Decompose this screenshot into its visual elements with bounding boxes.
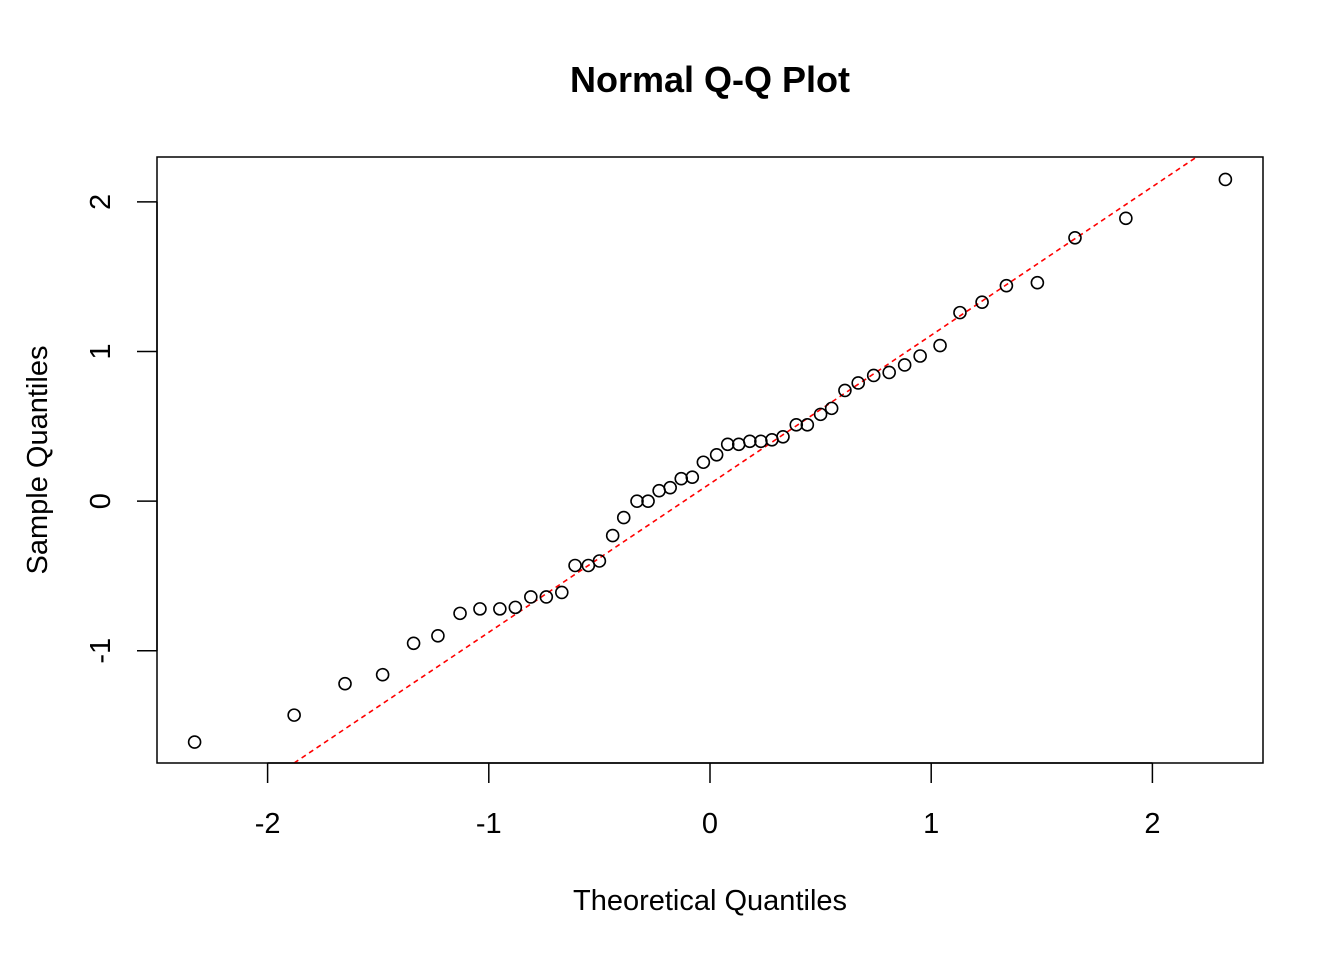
- x-tick-label: -2: [255, 808, 281, 840]
- data-point: [999, 278, 1014, 293]
- data-point: [406, 636, 421, 651]
- data-point: [187, 735, 202, 749]
- data-point: [453, 606, 467, 621]
- x-tick-label: -1: [476, 808, 502, 840]
- data-point: [789, 418, 804, 432]
- data-point: [568, 558, 582, 573]
- qq-reference-line: [293, 156, 1198, 764]
- data-point: [473, 602, 487, 616]
- data-point: [641, 494, 655, 508]
- y-tick-label: 2: [85, 194, 117, 210]
- data-point: [493, 602, 507, 616]
- data-point: [743, 434, 757, 449]
- data-point: [1119, 211, 1133, 226]
- y-tick-label: 1: [85, 343, 117, 359]
- data-point: [800, 418, 815, 432]
- data-point: [720, 437, 735, 452]
- data-point: [913, 349, 927, 363]
- data-point: [685, 470, 700, 485]
- x-tick-label: 2: [1144, 808, 1160, 840]
- x-axis-label: Theoretical Quantiles: [573, 885, 847, 917]
- data-point: [897, 358, 912, 372]
- data-point: [508, 600, 523, 615]
- y-tick-label: -1: [85, 638, 117, 664]
- y-tick-label: 0: [85, 493, 117, 509]
- data-point: [813, 407, 828, 422]
- data-point: [882, 365, 896, 380]
- data-point: [375, 667, 390, 682]
- data-point: [616, 510, 631, 525]
- chart-title: Normal Q-Q Plot: [570, 59, 850, 100]
- x-axis: -2 -1 0 1 2: [255, 762, 1160, 840]
- data-point: [776, 430, 790, 444]
- data-point: [851, 376, 866, 390]
- data-point: [709, 447, 724, 462]
- data-point: [824, 401, 839, 416]
- data-point: [953, 305, 967, 320]
- data-point: [674, 471, 689, 486]
- data-point: [975, 295, 989, 309]
- data-points-layer: [187, 172, 1233, 749]
- y-axis-label: Sample Quantiles: [22, 346, 54, 575]
- data-point: [592, 554, 607, 568]
- data-point: [524, 590, 538, 604]
- data-point: [933, 338, 947, 353]
- data-point: [866, 368, 881, 383]
- qq-reference-line-layer: [293, 156, 1198, 764]
- data-point: [663, 480, 677, 495]
- data-point: [754, 434, 768, 449]
- data-point: [338, 676, 352, 691]
- x-tick-label: 0: [702, 808, 718, 840]
- data-point: [1218, 172, 1233, 187]
- data-point: [554, 585, 569, 600]
- x-tick-label: 1: [923, 808, 939, 840]
- data-point: [696, 455, 711, 470]
- data-point: [630, 494, 644, 508]
- data-point: [1068, 231, 1082, 245]
- plot-frame: [156, 156, 1264, 764]
- y-axis: -1 0 1 2: [85, 194, 158, 664]
- data-point: [431, 629, 445, 643]
- data-point: [1030, 275, 1045, 290]
- data-point: [731, 437, 746, 452]
- data-point: [605, 528, 620, 543]
- data-point: [652, 483, 666, 498]
- data-point: [287, 708, 301, 722]
- data-point: [539, 590, 554, 604]
- data-point: [838, 383, 852, 398]
